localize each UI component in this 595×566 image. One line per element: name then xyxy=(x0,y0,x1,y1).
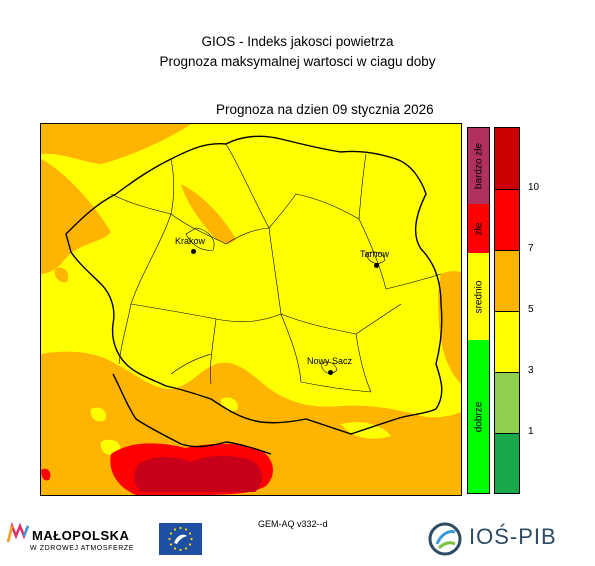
yellow-pocket-1 xyxy=(90,407,107,422)
orange-zone-north xyxy=(41,159,111,274)
scale-seg-6 xyxy=(495,433,519,493)
category-label-zle: złe xyxy=(473,222,484,235)
yellow-pocket-4 xyxy=(341,422,391,439)
city-label-nowy-sacz: Nowy Sacz xyxy=(307,356,353,366)
ios-pib-name: IOŚ-PIB xyxy=(469,524,557,549)
county-borders xyxy=(110,143,442,393)
category-srednio: srednio xyxy=(468,253,489,340)
scale-seg-5 xyxy=(495,372,519,433)
country-border xyxy=(112,373,272,455)
darkred-zone-south xyxy=(133,455,263,492)
city-dot-nowy-sacz xyxy=(328,370,333,375)
forecast-date: Prognoza na dzien 09 stycznia 2026 xyxy=(216,102,434,117)
city-label-krakow: Krakow xyxy=(175,236,206,246)
index-field xyxy=(41,124,461,495)
orange-zone-east xyxy=(438,271,461,384)
map-title: GIOS - Indeks jakosci powietrza xyxy=(201,34,394,49)
orange-zone-krakow xyxy=(181,184,236,244)
scale-tick-3: 3 xyxy=(528,365,534,376)
ios-pib-logo-icon xyxy=(428,522,462,556)
city-label-tarnow: Tarnow xyxy=(360,249,390,259)
map-subtitle: Prognoza maksymalnej wartosci w ciagu do… xyxy=(159,54,436,69)
category-label-dobrze: dobrze xyxy=(473,401,484,432)
malopolska-name: MAŁOPOLSKA xyxy=(32,528,130,543)
forecast-map: Krakow Tarnow Nowy Sacz xyxy=(40,123,462,496)
scale-seg-4 xyxy=(495,311,519,372)
category-label-srednio: srednio xyxy=(473,280,484,313)
malopolska-logo-icon xyxy=(6,522,30,543)
city-dot-krakow xyxy=(191,249,196,254)
scale-seg-3 xyxy=(495,250,519,311)
scale-tick-7: 7 xyxy=(528,243,534,254)
orange-zone-north-west xyxy=(41,124,191,164)
model-label: GEM-AQ v332--d xyxy=(258,519,328,529)
scale-seg-2 xyxy=(495,189,519,250)
scale-tick-10: 10 xyxy=(528,182,540,193)
category-legend: bardzo złe złe srednio dobrze xyxy=(467,127,490,494)
malopolska-subtitle: W ZDROWEJ ATMOSFERZE xyxy=(30,545,135,552)
category-label-bardzo-zle: bardzo złe xyxy=(473,142,484,190)
orange-zone-west-spot xyxy=(54,267,69,283)
voivodeship-border xyxy=(65,135,443,435)
eu-life-flag-icon xyxy=(159,523,202,555)
category-zle: złe xyxy=(468,204,489,253)
value-scale xyxy=(494,127,520,494)
scale-tick-1: 1 xyxy=(528,426,534,437)
city-dot-tarnow xyxy=(374,263,379,268)
category-dobrze: dobrze xyxy=(468,340,489,493)
scale-tick-5: 5 xyxy=(528,304,534,315)
red-zone-west-spot xyxy=(41,468,51,481)
scale-seg-1 xyxy=(495,128,519,189)
category-bardzo-zle: bardzo złe xyxy=(468,128,489,204)
